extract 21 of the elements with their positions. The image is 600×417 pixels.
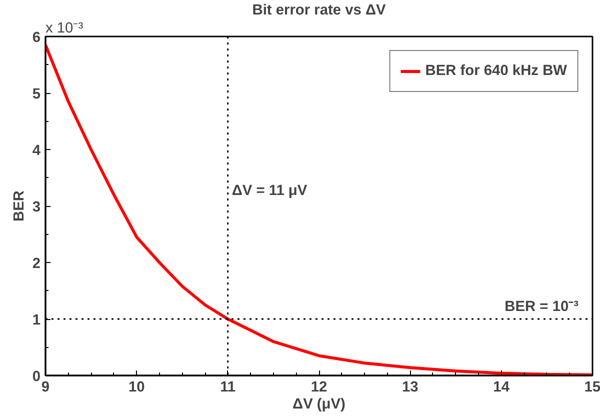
x-axis-title: ΔV (μV): [292, 396, 346, 412]
y-tick-label: 3: [32, 200, 41, 216]
y-tick-label: 6: [32, 30, 41, 46]
annotation: BER = 10⁻³: [504, 299, 579, 315]
text: x 10⁻³: [46, 20, 84, 36]
x-tick-label: 9: [41, 380, 50, 396]
y-tick-label: 1: [32, 312, 41, 328]
chart-title: Bit error rate vs ΔV: [252, 2, 386, 18]
x-tick-label: 10: [128, 380, 145, 396]
x-tick-label: 15: [584, 380, 600, 396]
y-tick-label: 5: [32, 86, 41, 102]
y-tick-label: 2: [32, 256, 41, 272]
x-tick-label: 13: [402, 380, 418, 396]
x-tick-label: 11: [220, 380, 236, 396]
x-tick-label: 14: [493, 380, 510, 396]
y-axis-title: BER: [11, 190, 28, 222]
ref-line-label: ΔV = 11 μV: [232, 183, 308, 200]
y-tick-label: 0: [32, 369, 41, 385]
x-tick-label: 12: [310, 380, 328, 396]
y-tick-label: 4: [32, 143, 42, 159]
legend-label: BER for 640 kHz BW: [425, 63, 567, 79]
